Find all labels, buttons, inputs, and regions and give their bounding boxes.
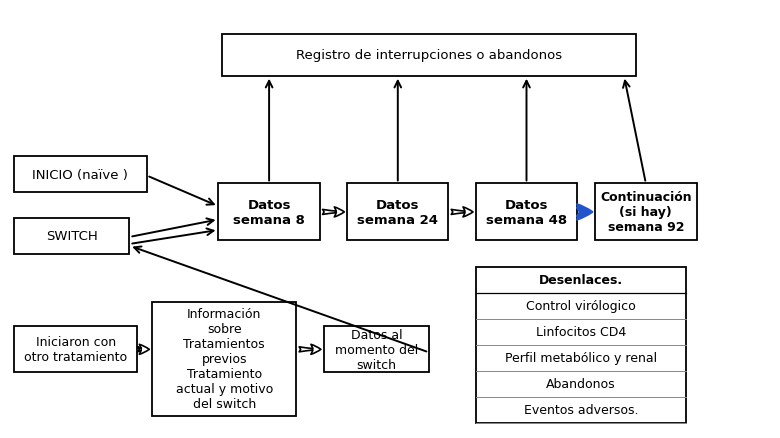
- Text: Datos
semana 48: Datos semana 48: [486, 198, 567, 226]
- Text: Perfil metabólico y renal: Perfil metabólico y renal: [505, 351, 658, 364]
- FancyBboxPatch shape: [218, 184, 320, 241]
- Text: Desenlaces.: Desenlaces.: [539, 274, 623, 286]
- FancyBboxPatch shape: [152, 302, 296, 416]
- Text: SWITCH: SWITCH: [46, 230, 98, 243]
- Text: Datos al
momento del
switch: Datos al momento del switch: [335, 328, 418, 371]
- Text: Información
sobre
Tratamientos
previos
Tratamiento
actual y motivo
del switch: Información sobre Tratamientos previos T…: [176, 308, 273, 410]
- FancyBboxPatch shape: [595, 184, 697, 241]
- Text: Datos
semana 24: Datos semana 24: [357, 198, 438, 226]
- FancyBboxPatch shape: [222, 35, 636, 77]
- Text: Registro de interrupciones o abandonos: Registro de interrupciones o abandonos: [296, 49, 562, 62]
- Text: Datos
semana 8: Datos semana 8: [233, 198, 305, 226]
- Text: Control virólogico: Control virólogico: [526, 300, 636, 313]
- FancyBboxPatch shape: [324, 326, 429, 372]
- FancyBboxPatch shape: [476, 184, 577, 241]
- FancyBboxPatch shape: [347, 184, 448, 241]
- Text: Eventos adversos.: Eventos adversos.: [524, 403, 638, 416]
- Text: Iniciaron con
otro tratamiento: Iniciaron con otro tratamiento: [24, 336, 127, 363]
- FancyBboxPatch shape: [476, 267, 686, 423]
- Text: Abandonos: Abandonos: [546, 377, 616, 390]
- FancyBboxPatch shape: [14, 157, 147, 193]
- FancyBboxPatch shape: [14, 218, 129, 254]
- FancyBboxPatch shape: [14, 326, 137, 372]
- Text: Continuación
(si hay)
semana 92: Continuación (si hay) semana 92: [600, 191, 692, 234]
- Text: Linfocitos CD4: Linfocitos CD4: [536, 325, 626, 339]
- Text: INICIO (naïve ): INICIO (naïve ): [33, 168, 128, 181]
